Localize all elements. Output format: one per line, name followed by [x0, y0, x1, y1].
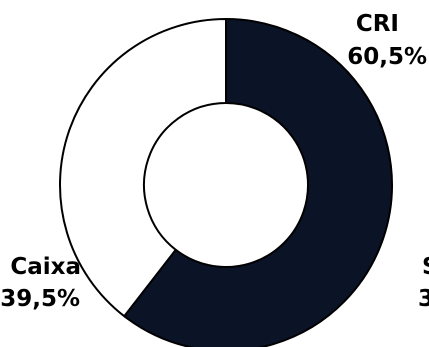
slice-label-cri: CRI: [356, 11, 399, 37]
cropped-slice-label: S: [422, 254, 429, 280]
slice-cri: [123, 18, 393, 347]
slice-value-cri: 60,5%: [347, 44, 427, 70]
slice-label-caixa: Caixa: [10, 254, 81, 280]
slice-caixa: [59, 18, 227, 318]
cropped-slice-value: 3: [418, 286, 429, 312]
donut-slices: [59, 18, 393, 347]
slice-value-caixa: 39,5%: [0, 286, 80, 312]
